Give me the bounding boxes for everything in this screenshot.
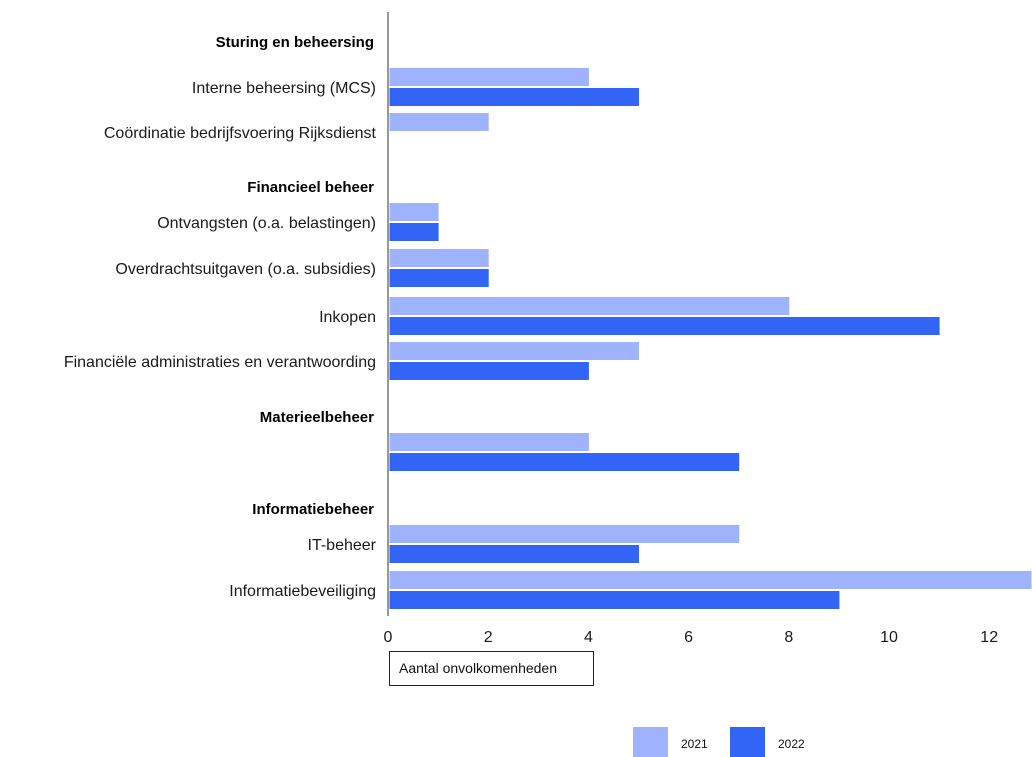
- bar-2021: [388, 570, 1032, 590]
- x-tick-label: 12: [980, 629, 998, 646]
- legend-label-2021: 2021: [681, 737, 708, 751]
- bar-2022: [388, 268, 490, 288]
- category-label: Inkopen: [319, 309, 376, 326]
- category-label: Coördinatie bedrijfsvoering Rijksdienst: [104, 125, 377, 142]
- x-tick-labels: 0 2 4 6 8 10 12: [384, 629, 999, 646]
- category-label: Overdrachtsuitgaven (o.a. subsidies): [115, 261, 376, 278]
- x-tick-label: 8: [784, 629, 793, 646]
- bars-layer: [388, 67, 1032, 610]
- category-label: Informatiebeveiliging: [229, 583, 376, 600]
- category-label: Ontvangsten (o.a. belastingen): [157, 215, 376, 232]
- bar-2021: [388, 432, 590, 452]
- bar-2021: [388, 341, 640, 361]
- legend-label-2022: 2022: [778, 737, 805, 751]
- legend-swatch-2021: [633, 727, 668, 757]
- x-tick-label: 6: [684, 629, 693, 646]
- category-labels: Sturing en beheersing Interne beheersing …: [64, 34, 377, 600]
- group-label: Financieel beheer: [247, 179, 374, 196]
- group-label: Informatiebeheer: [252, 501, 374, 518]
- bar-2022: [388, 590, 841, 610]
- x-axis-label: Aantal onvolkomenheden: [389, 651, 594, 686]
- bar-2022: [388, 316, 941, 336]
- legend-swatch-2022: [730, 727, 765, 757]
- bar-2022: [388, 544, 640, 564]
- group-label: Materieelbeheer: [260, 409, 374, 426]
- bar-2021: [388, 296, 791, 316]
- x-tick-label: 0: [384, 629, 393, 646]
- bar-2022: [388, 361, 590, 381]
- x-tick-label: 4: [584, 629, 593, 646]
- x-tick-label: 2: [484, 629, 493, 646]
- group-label: Sturing en beheersing: [216, 34, 374, 51]
- category-label: IT-beheer: [308, 537, 377, 554]
- bar-2022: [388, 222, 440, 242]
- bar-2021: [388, 524, 741, 544]
- bar-2021: [388, 67, 590, 87]
- x-tick-label: 10: [880, 629, 898, 646]
- category-label: Financiële administraties en verantwoord…: [64, 354, 376, 371]
- bar-2021: [388, 202, 440, 222]
- bar-2021: [388, 248, 490, 268]
- bar-2021: [388, 112, 490, 132]
- category-label: Interne beheersing (MCS): [192, 80, 376, 97]
- bar-2022: [388, 87, 640, 107]
- bar-2022: [388, 452, 741, 472]
